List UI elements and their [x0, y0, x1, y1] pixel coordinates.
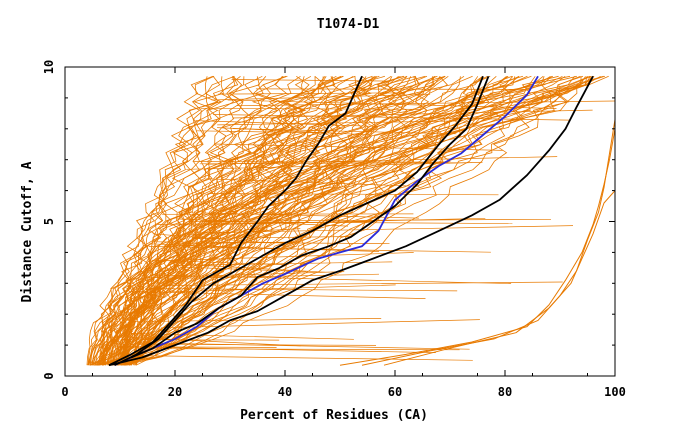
- model-curve: [196, 130, 334, 134]
- model-curve: [143, 346, 436, 353]
- model-curve: [236, 100, 615, 107]
- model-curve: [199, 162, 473, 165]
- model-curve: [213, 114, 570, 121]
- x-axis-label: Percent of Residues (CA): [240, 408, 428, 423]
- model-curve: [102, 76, 239, 366]
- model-curve: [123, 75, 446, 366]
- model-curve: [120, 336, 301, 347]
- x-tick-label: 80: [498, 385, 512, 399]
- model-curve: [131, 333, 354, 340]
- model-curve: [231, 79, 389, 82]
- model-curve: [110, 75, 354, 366]
- model-curve: [163, 281, 563, 286]
- model-curve: [195, 120, 371, 127]
- y-tick-label: 10: [42, 60, 56, 74]
- model-curve: [142, 342, 470, 350]
- model-curve: [176, 218, 349, 227]
- x-tick-label: 100: [604, 385, 626, 399]
- model-curve: [160, 319, 480, 329]
- model-curve: [92, 76, 327, 366]
- model-curve: [111, 343, 377, 346]
- model-curve: [168, 273, 380, 279]
- model-curve: [157, 221, 376, 225]
- model-curve: [109, 76, 582, 366]
- x-tick-label: 60: [388, 385, 402, 399]
- model-curve: [152, 233, 265, 243]
- model-curve: [154, 241, 390, 245]
- model-curve: [227, 99, 557, 109]
- model-curve: [91, 75, 219, 366]
- model-curve: [148, 288, 458, 292]
- model-curve: [211, 93, 431, 101]
- model-curve: [255, 88, 527, 90]
- outlier-model-curve: [339, 76, 615, 366]
- model-curve: [200, 107, 423, 110]
- chart-title: T1074-D1: [317, 17, 380, 32]
- model-curve: [114, 76, 260, 366]
- model-curve: [156, 252, 414, 262]
- model-curve: [179, 266, 307, 273]
- model-curve: [218, 92, 405, 95]
- model-curve: [188, 264, 326, 273]
- y-tick-label: 0: [42, 372, 56, 379]
- model-curve: [194, 236, 351, 239]
- model-curve: [213, 143, 503, 151]
- model-curve: [144, 271, 345, 279]
- model-curve: [217, 120, 462, 126]
- model-curve: [137, 355, 473, 361]
- model-curve: [156, 348, 460, 351]
- x-tick-label: 20: [168, 385, 182, 399]
- model-curve: [197, 225, 574, 234]
- highlight-black-curve: [108, 75, 594, 367]
- model-curve: [98, 76, 417, 366]
- x-tick-label: 0: [61, 385, 68, 399]
- outlier-model-curve: [383, 190, 615, 366]
- model-curve: [101, 75, 342, 366]
- model-curve: [206, 178, 420, 187]
- model-curve: [135, 291, 426, 299]
- y-axis-label: Distance Cutoff, A: [20, 161, 35, 302]
- model-curve: [232, 128, 457, 135]
- model-curve: [139, 284, 396, 294]
- model-curve: [182, 228, 301, 236]
- model-curve: [232, 109, 593, 119]
- plot-frame: [64, 66, 616, 377]
- model-curve: [210, 193, 499, 196]
- model-curve: [99, 75, 235, 366]
- model-curve: [189, 221, 513, 224]
- y-tick-label: 5: [42, 218, 56, 225]
- highlight-black-curve: [108, 75, 363, 367]
- model-curve: [204, 218, 552, 222]
- model-curve: [120, 75, 214, 366]
- model-curve: [170, 241, 298, 245]
- highlight-black-curve: [114, 75, 484, 367]
- model-curve: [205, 156, 558, 165]
- model-curve: [192, 161, 449, 163]
- model-curve: [119, 75, 436, 366]
- x-tick-label: 40: [278, 385, 292, 399]
- highlight-blue-curve: [114, 75, 539, 367]
- model-curve: [94, 76, 224, 366]
- highlight-black-curve: [130, 75, 490, 359]
- model-curve: [86, 75, 532, 366]
